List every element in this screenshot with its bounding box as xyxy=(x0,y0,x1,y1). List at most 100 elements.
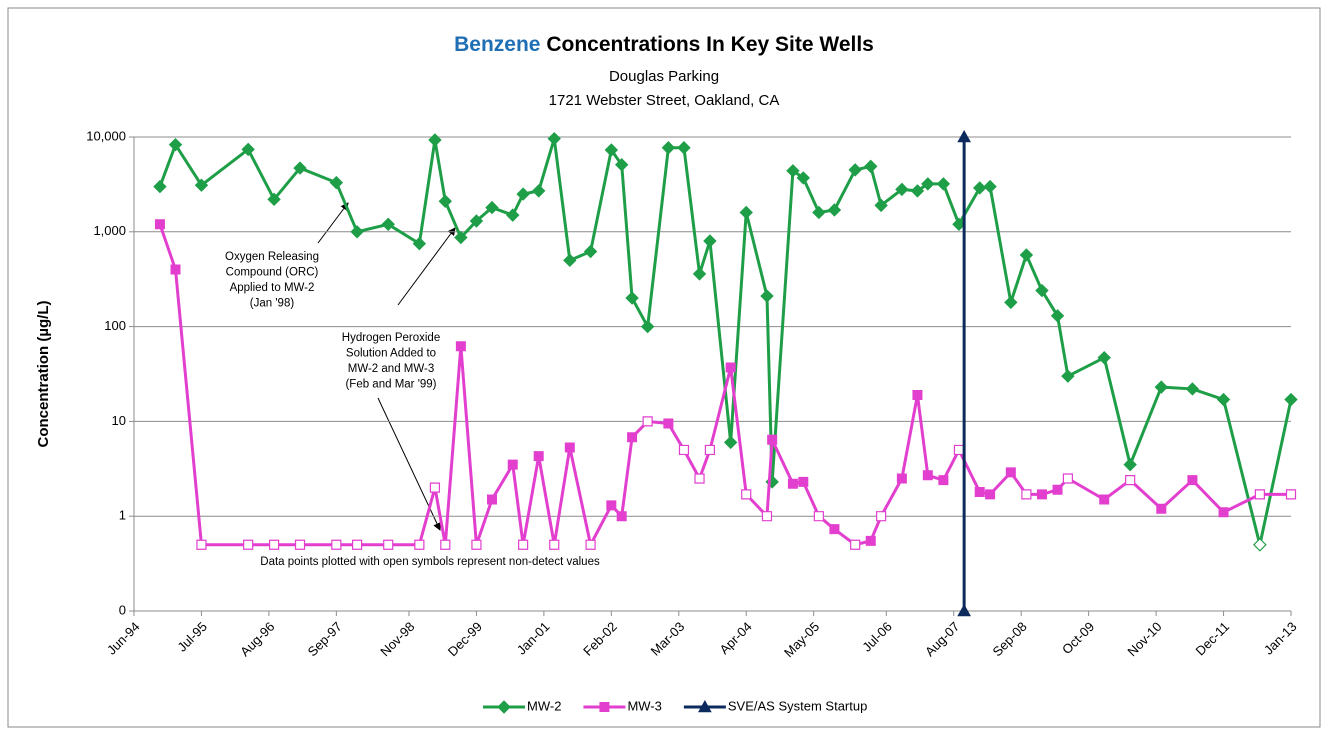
marker xyxy=(1254,489,1265,500)
marker xyxy=(533,451,544,462)
legend-marker xyxy=(599,702,610,712)
annotation: Applied to MW-2 xyxy=(230,282,315,294)
marker xyxy=(829,524,840,535)
marker xyxy=(381,217,395,232)
marker xyxy=(1125,475,1136,486)
marker xyxy=(294,539,306,550)
marker xyxy=(428,133,442,147)
marker xyxy=(168,137,183,152)
marker xyxy=(1185,382,1200,396)
marker xyxy=(351,539,363,550)
marker xyxy=(1097,350,1111,365)
series xyxy=(154,219,1297,550)
marker xyxy=(974,487,985,498)
annotation: MW-2 and MW-3 xyxy=(348,363,434,375)
marker xyxy=(606,500,617,511)
legend-marker xyxy=(497,700,511,714)
marker xyxy=(518,539,529,550)
subtitle: 1721 Webster Street, Oakland, CA xyxy=(549,92,780,109)
marker xyxy=(268,539,280,550)
marker xyxy=(563,253,577,268)
marker xyxy=(429,482,441,493)
marker xyxy=(440,539,451,550)
marker xyxy=(938,475,949,486)
marker xyxy=(293,161,307,175)
marker xyxy=(703,234,717,248)
annotation: (Jan '98) xyxy=(250,298,295,310)
marker xyxy=(661,141,676,155)
marker xyxy=(796,171,811,185)
marker xyxy=(583,244,598,259)
marker xyxy=(350,225,364,239)
marker xyxy=(912,389,923,400)
marker xyxy=(936,177,951,191)
marker xyxy=(153,179,167,194)
marker xyxy=(438,194,453,208)
marker xyxy=(741,489,752,500)
marker xyxy=(455,341,466,352)
annotation: Hydrogen Peroxide xyxy=(342,332,440,344)
marker xyxy=(414,539,425,550)
marker xyxy=(692,267,707,281)
marker xyxy=(454,230,468,245)
marker xyxy=(760,289,774,303)
marker xyxy=(725,362,736,373)
marker xyxy=(678,444,690,456)
marker xyxy=(922,470,933,481)
marker xyxy=(1154,380,1168,394)
marker xyxy=(549,539,560,550)
legend-label: MW-2 xyxy=(527,698,561,713)
marker xyxy=(972,181,987,195)
marker xyxy=(921,177,935,191)
marker xyxy=(154,219,165,230)
marker xyxy=(1005,467,1016,478)
marker xyxy=(827,203,842,217)
marker xyxy=(383,539,394,550)
marker xyxy=(196,539,207,550)
marker xyxy=(194,178,209,192)
chart-title: Benzene Concentrations In Key Site Wells xyxy=(454,33,874,56)
marker xyxy=(642,416,653,427)
marker xyxy=(761,511,773,522)
marker xyxy=(865,535,876,546)
y-tick-label: 10,000 xyxy=(86,128,126,143)
marker xyxy=(739,205,753,220)
marker xyxy=(1285,489,1297,500)
marker xyxy=(1156,503,1167,514)
marker xyxy=(507,459,518,470)
marker xyxy=(864,159,878,174)
marker xyxy=(677,141,691,155)
marker xyxy=(531,184,546,198)
legend-label: SVE/AS System Startup xyxy=(728,698,867,713)
marker xyxy=(1187,475,1198,486)
legend-label: MW-3 xyxy=(627,698,661,713)
marker xyxy=(704,444,716,456)
marker xyxy=(957,603,971,617)
marker xyxy=(547,131,561,146)
marker xyxy=(243,539,254,550)
marker xyxy=(604,143,619,157)
marker xyxy=(1218,507,1229,518)
marker xyxy=(640,319,655,334)
marker xyxy=(694,473,705,484)
marker xyxy=(564,442,575,453)
y-axis-label: Concentration (µg/L) xyxy=(35,301,52,448)
marker xyxy=(1019,248,1034,262)
marker xyxy=(767,434,778,445)
marker xyxy=(1004,295,1018,310)
y-tick-label: 10 xyxy=(112,413,126,428)
marker xyxy=(241,142,255,157)
marker xyxy=(850,539,861,550)
marker xyxy=(485,200,499,215)
marker xyxy=(874,198,888,213)
annotation: Compound (ORC) xyxy=(226,267,319,279)
marker xyxy=(469,214,484,228)
marker xyxy=(329,175,344,190)
title-highlight: Benzene xyxy=(454,33,540,56)
marker xyxy=(1099,494,1110,505)
marker xyxy=(1036,489,1047,500)
marker xyxy=(876,511,887,522)
marker xyxy=(516,187,530,201)
marker xyxy=(170,264,181,275)
